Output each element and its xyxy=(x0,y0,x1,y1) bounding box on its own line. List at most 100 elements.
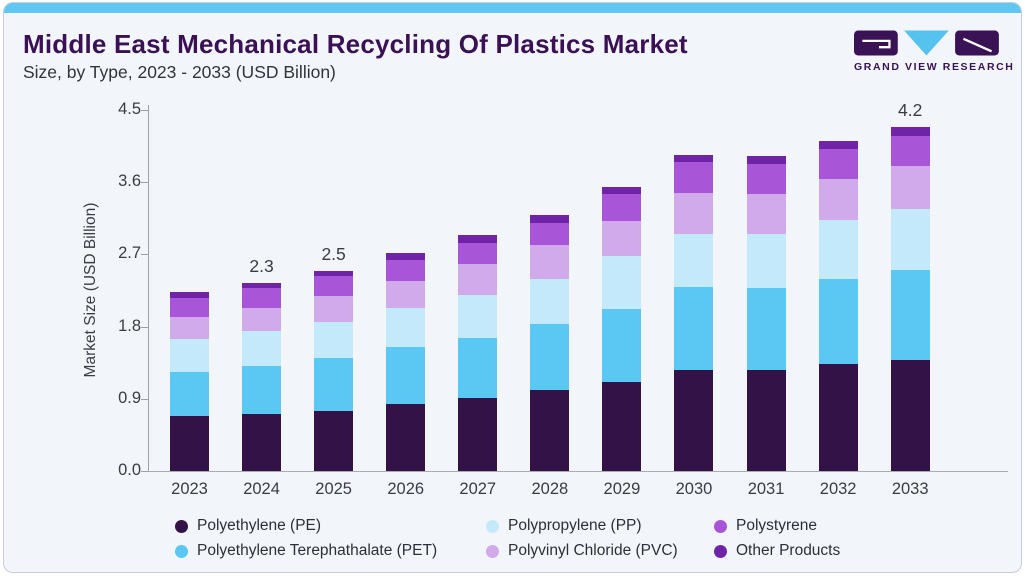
bar-segment-2033 xyxy=(890,269,930,361)
bar-segment-2027 xyxy=(458,235,498,244)
legend-color-dot xyxy=(486,544,499,558)
bar-segment-2023 xyxy=(170,292,209,298)
x-axis xyxy=(148,471,1008,472)
bar-segment-2025 xyxy=(314,270,354,277)
bar-segment-2026 xyxy=(386,252,426,261)
bar-segment-2030 xyxy=(674,155,714,163)
bar-total-label: 2.3 xyxy=(249,255,274,276)
bar-segment-2024 xyxy=(242,308,282,332)
y-tick-label: 2.7 xyxy=(118,244,141,263)
bar-segment-2031 xyxy=(746,193,786,234)
x-tick-label: 2029 xyxy=(603,480,641,498)
legend-item: Polyethylene Terephathalate (PET) xyxy=(175,542,437,560)
logo-triangle xyxy=(904,30,949,56)
bar-segment-2033 xyxy=(890,208,930,270)
legend-item-label: Polyethylene (PE) xyxy=(197,517,322,534)
bar-segment-2028 xyxy=(530,389,570,471)
bar-segment-2032 xyxy=(818,278,858,365)
bar-segment-2026 xyxy=(386,403,426,471)
bar-segment-2024 xyxy=(242,331,282,366)
bar-segment-2027 xyxy=(458,243,498,265)
bar-segment-2024 xyxy=(242,288,282,309)
bar-segment-2026 xyxy=(386,280,426,309)
y-axis xyxy=(148,105,149,472)
y-tick-label: 0.0 xyxy=(118,461,141,479)
bar-segment-2025 xyxy=(314,357,354,411)
bar-segment-2023 xyxy=(170,416,209,471)
bar-total-label: 2.5 xyxy=(321,243,346,264)
bar-segment-2029 xyxy=(602,308,642,382)
bar-segment-2024 xyxy=(242,365,282,415)
bar-segment-2032 xyxy=(818,364,858,471)
bar-segment-2023 xyxy=(170,317,209,339)
bar-segment-2031 xyxy=(746,288,786,370)
y-tick-mark xyxy=(141,182,148,184)
bar-segment-2025 xyxy=(314,410,354,471)
bar-segment-2030 xyxy=(674,369,714,471)
bar-segment-2029 xyxy=(602,381,642,471)
bar-segment-2030 xyxy=(674,233,714,288)
legend-item-label: Polypropylene (PP) xyxy=(508,517,642,534)
top-accent-strip xyxy=(4,3,1021,13)
bar-segment-2029 xyxy=(602,187,642,195)
bar-segment-2026 xyxy=(386,260,426,281)
legend-color-dot xyxy=(714,519,727,533)
legend-color-dot xyxy=(714,544,727,558)
bar-segment-2033 xyxy=(890,360,930,471)
legend-item: Other Products xyxy=(714,542,840,560)
bar-segment-2028 xyxy=(530,215,570,224)
bar-segment-2031 xyxy=(746,155,786,164)
bar-segment-2029 xyxy=(602,194,642,221)
legend-item-label: Polystyrene xyxy=(736,517,817,534)
bar-segment-2032 xyxy=(818,219,858,279)
bar-segment-2027 xyxy=(458,398,498,471)
legend-item-label: Polyethylene Terephathalate (PET) xyxy=(197,542,438,559)
y-tick-mark xyxy=(141,110,148,112)
legend-color-dot xyxy=(175,519,188,533)
x-tick-label: 2032 xyxy=(819,480,857,498)
y-tick-label: 4.5 xyxy=(118,100,141,119)
y-tick-label: 3.6 xyxy=(118,172,141,191)
y-axis-title: Market Size (USD Billion) xyxy=(82,202,99,378)
bar-segment-2023 xyxy=(170,371,209,417)
x-tick-label: 2023 xyxy=(171,480,208,498)
chart-card: Middle East Mechanical Recycling Of Plas… xyxy=(3,2,1022,573)
x-tick-label: 2033 xyxy=(891,480,929,498)
bar-segment-2031 xyxy=(746,369,786,471)
bar-segment-2024 xyxy=(242,282,282,289)
legend-item: Polypropylene (PP) xyxy=(486,517,642,535)
bar-segment-2033 xyxy=(890,126,930,136)
bar-segment-2032 xyxy=(818,140,858,150)
bar-segment-2025 xyxy=(314,321,354,358)
legend-item-label: Polyvinyl Chloride (PVC) xyxy=(508,542,678,559)
y-tick-label: 0.9 xyxy=(118,388,141,407)
legend-color-dot xyxy=(175,544,188,558)
logo-wordmark: GRAND VIEW RESEARCH xyxy=(854,61,1015,73)
bar-segment-2030 xyxy=(674,287,714,370)
bar-segment-2029 xyxy=(602,220,642,257)
bar-segment-2032 xyxy=(818,149,858,180)
bar-segment-2030 xyxy=(674,162,714,193)
bar-segment-2033 xyxy=(890,135,930,167)
bar-segment-2026 xyxy=(386,346,426,404)
x-tick-label: 2027 xyxy=(459,480,497,498)
bar-segment-2025 xyxy=(314,296,354,322)
x-tick-label: 2024 xyxy=(243,480,280,498)
y-tick-mark xyxy=(141,326,148,328)
chart-title: Middle East Mechanical Recycling Of Plas… xyxy=(23,29,688,59)
bar-segment-2032 xyxy=(818,179,858,220)
bar-segment-2028 xyxy=(530,223,570,245)
bar-segment-2023 xyxy=(170,297,209,317)
bar-segment-2027 xyxy=(458,337,498,398)
legend-item: Polyvinyl Chloride (PVC) xyxy=(486,542,678,560)
bar-segment-2025 xyxy=(314,276,354,297)
x-tick-label: 2026 xyxy=(387,480,425,498)
bar-segment-2028 xyxy=(530,324,570,390)
y-tick-mark xyxy=(141,254,148,256)
bar-segment-2033 xyxy=(890,166,930,209)
bar-segment-2031 xyxy=(746,163,786,194)
bar-total-label: 4.2 xyxy=(898,99,923,120)
gvr-logo-icon xyxy=(854,30,999,56)
y-tick-label: 1.8 xyxy=(118,316,141,335)
